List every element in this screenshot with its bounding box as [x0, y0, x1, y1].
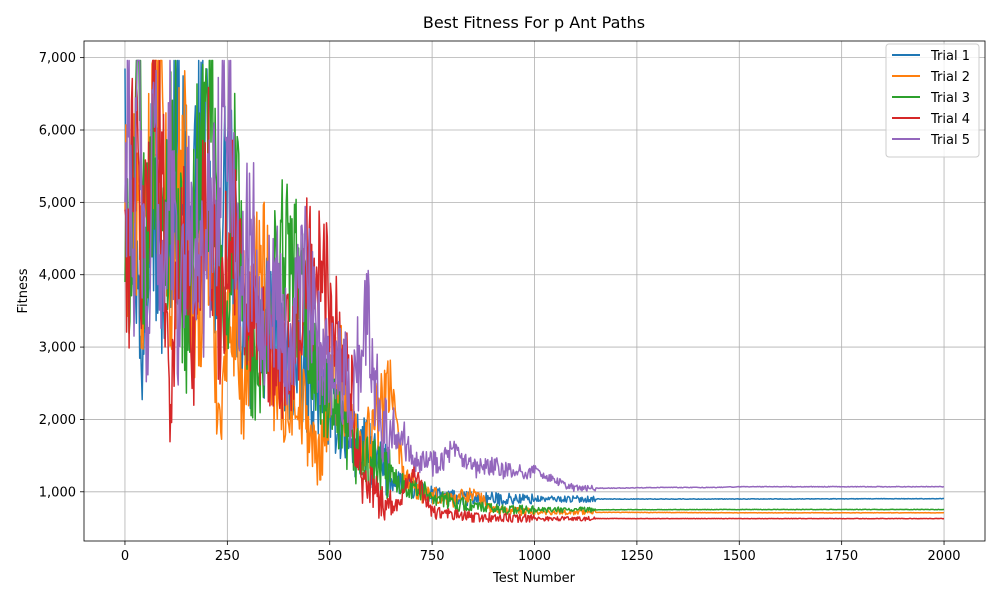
x-tick-label: 500 [317, 549, 342, 564]
legend-label: Trial 1 [930, 49, 970, 64]
x-tick-label: 1250 [620, 549, 653, 564]
x-tick-label: 0 [121, 549, 129, 564]
y-tick-label: 2,000 [39, 413, 76, 428]
series-layer [124, 59, 945, 524]
x-axis-label: Test Number [492, 571, 576, 586]
legend-label: Trial 2 [930, 70, 970, 85]
y-tick-label: 6,000 [39, 124, 76, 139]
chart-title: Best Fitness For p Ant Paths [423, 13, 645, 32]
x-tick-label: 1500 [723, 549, 756, 564]
series-line-trial-5 [124, 59, 945, 493]
y-tick-label: 7,000 [39, 51, 76, 66]
legend-label: Trial 5 [930, 133, 970, 148]
legend-label: Trial 3 [930, 91, 970, 106]
x-tick-label: 2000 [927, 549, 960, 564]
x-tick-label: 1750 [825, 549, 858, 564]
y-tick-label: 5,000 [39, 196, 76, 211]
legend-box [885, 43, 980, 158]
y-tick-label: 4,000 [39, 268, 76, 283]
y-tick-label: 1,000 [39, 485, 76, 500]
x-tick-label: 250 [215, 549, 240, 564]
x-tick-label: 750 [420, 549, 445, 564]
y-tick-label: 3,000 [39, 341, 76, 356]
x-tick-label: 1000 [518, 549, 551, 564]
y-axis-label: Fitness [16, 268, 31, 313]
legend-label: Trial 4 [930, 112, 970, 127]
legend: Trial 1 Trial 2 Trial 3 Trial 4 Trial 5 [885, 43, 980, 158]
axis-layer: 0 250 500 750 1000 1250 1500 1750 2000 1,000 2,000… [39, 40, 986, 564]
